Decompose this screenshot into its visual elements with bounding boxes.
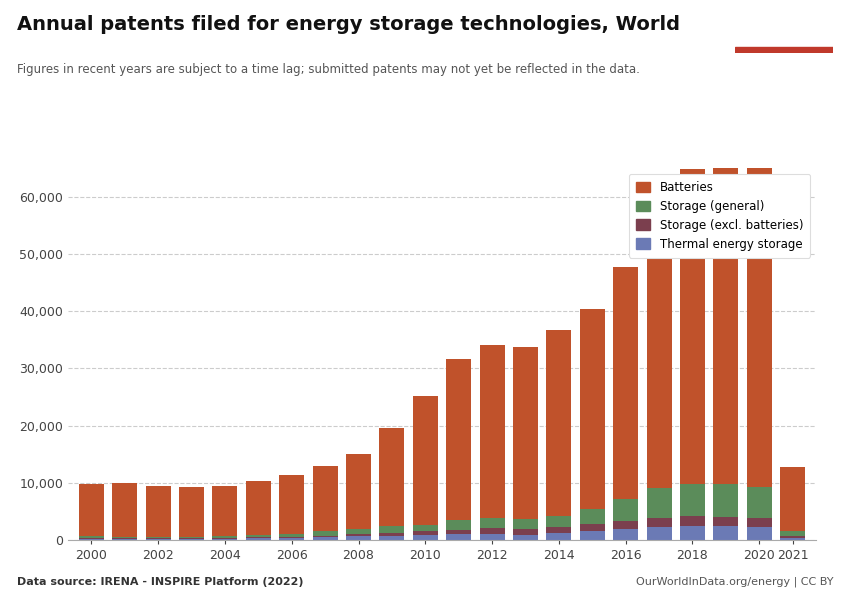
Bar [580,530,605,540]
Bar [279,534,304,537]
Bar [479,529,505,534]
Text: Data source: IRENA - INSPIRE Platform (2022): Data source: IRENA - INSPIRE Platform (2… [17,577,303,587]
Bar [547,527,571,533]
Bar [647,518,672,527]
Bar [112,484,138,536]
Bar [780,536,805,538]
Bar [145,536,171,538]
Bar [379,526,405,533]
Bar [346,454,371,529]
Bar [279,537,304,538]
Bar [580,509,605,524]
Bar [580,308,605,509]
Bar [145,539,171,540]
Bar [713,155,739,484]
Bar [446,530,471,534]
Bar [79,539,104,540]
Bar [179,538,204,539]
Bar [580,524,605,530]
Text: Our World: Our World [758,17,810,26]
Bar [780,538,805,540]
Bar [379,533,405,536]
Bar [413,396,438,525]
Bar [479,518,505,529]
Bar [112,539,138,540]
Bar [212,536,237,538]
Bar [746,518,772,527]
Bar [179,536,204,538]
Bar [746,487,772,518]
Bar [446,520,471,530]
Bar [212,538,237,539]
Bar [735,47,833,53]
Bar [780,532,805,536]
Bar [613,529,638,540]
Text: in Data: in Data [766,31,802,40]
Bar [479,345,505,518]
Bar [313,532,337,536]
Bar [212,486,237,536]
Legend: Batteries, Storage (general), Storage (excl. batteries), Thermal energy storage: Batteries, Storage (general), Storage (e… [629,174,810,258]
Bar [479,534,505,540]
Bar [713,526,739,540]
Bar [647,488,672,518]
Bar [246,481,271,535]
Bar [179,487,204,536]
Bar [713,484,739,517]
Bar [446,359,471,520]
Bar [379,428,405,526]
Bar [346,529,371,534]
Text: Annual patents filed for energy storage technologies, World: Annual patents filed for energy storage … [17,15,680,34]
Bar [379,536,405,540]
Bar [212,539,237,540]
Bar [346,536,371,540]
Bar [613,499,638,521]
Bar [446,534,471,540]
Bar [513,529,538,535]
Bar [647,209,672,488]
Bar [713,517,739,526]
Bar [246,538,271,540]
Bar [79,538,104,539]
Bar [513,535,538,540]
Bar [413,531,438,535]
Bar [79,484,104,536]
Bar [313,536,337,538]
Bar [547,516,571,527]
Bar [547,533,571,540]
Bar [680,526,705,540]
Bar [613,267,638,499]
Bar [145,485,171,536]
Bar [313,538,337,540]
Bar [746,165,772,487]
Bar [246,535,271,538]
Bar [313,466,337,532]
Bar [513,519,538,529]
Text: Figures in recent years are subject to a time lag; submitted patents may not yet: Figures in recent years are subject to a… [17,63,640,76]
Bar [279,475,304,534]
Bar [513,347,538,519]
Bar [647,527,672,540]
Bar [746,527,772,540]
Bar [547,330,571,516]
Bar [780,467,805,532]
Bar [346,534,371,536]
Bar [613,521,638,529]
Bar [413,535,438,540]
Bar [112,538,138,539]
Bar [279,538,304,540]
Bar [179,539,204,540]
Bar [680,516,705,526]
Text: OurWorldInData.org/energy | CC BY: OurWorldInData.org/energy | CC BY [636,576,833,587]
Bar [112,536,138,538]
Bar [680,169,705,484]
Bar [680,484,705,516]
Bar [145,538,171,539]
Bar [413,525,438,531]
Bar [79,536,104,538]
